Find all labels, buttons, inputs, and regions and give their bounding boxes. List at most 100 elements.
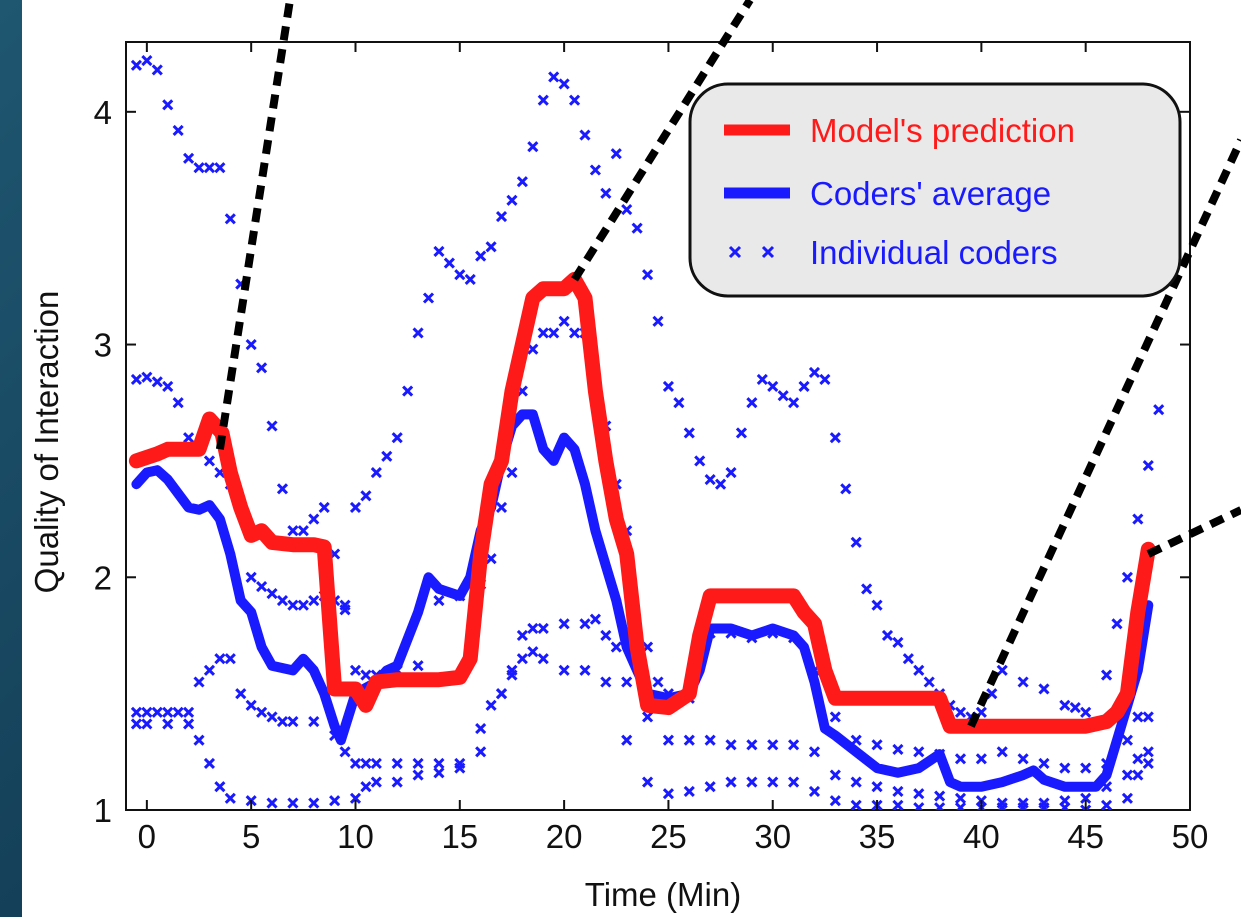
coder-marker <box>1132 753 1144 765</box>
coder-marker <box>829 711 841 723</box>
coder-marker <box>391 757 403 770</box>
coder-marker <box>558 618 570 630</box>
coder-marker <box>162 99 174 111</box>
coder-marker <box>433 594 445 607</box>
coder-marker <box>683 427 695 439</box>
coder-marker <box>913 802 925 810</box>
coder-marker <box>193 676 205 688</box>
coder-marker <box>642 269 654 281</box>
coder-marker <box>996 802 1008 810</box>
coder-marker <box>203 162 216 174</box>
coder-marker <box>725 776 737 788</box>
legend: Model's prediction Coders' average Indiv… <box>688 82 1182 298</box>
coder-marker <box>297 525 309 537</box>
coder-marker <box>954 706 967 718</box>
coder-marker <box>443 257 455 269</box>
coder-marker <box>892 743 904 756</box>
coder-marker <box>548 71 560 83</box>
coder-marker <box>495 501 508 514</box>
coder-marker <box>266 711 278 723</box>
legend-swatch-coders <box>728 245 775 259</box>
x-axis-title: Time (Min) <box>585 876 741 913</box>
x-tick-label: 40 <box>963 818 1000 855</box>
coder-marker <box>162 706 174 718</box>
coder-marker <box>370 757 382 770</box>
model-prediction-line <box>128 271 1156 734</box>
coder-marker <box>652 315 664 327</box>
coder-marker <box>276 483 289 495</box>
coder-marker <box>725 739 737 751</box>
coder-marker <box>537 94 549 106</box>
coder-marker <box>829 769 841 781</box>
coder-marker <box>516 653 528 665</box>
coder-marker <box>1059 802 1071 810</box>
coder-marker <box>130 718 142 730</box>
coder-marker <box>1059 699 1071 711</box>
coder-marker <box>746 776 758 788</box>
y-tick-label: 3 <box>94 327 112 364</box>
coder-marker <box>652 676 664 688</box>
coder-marker <box>537 327 549 339</box>
coder-marker <box>558 664 570 676</box>
coder-marker <box>475 722 487 735</box>
legend-box <box>688 82 1182 298</box>
coder-marker <box>516 176 528 188</box>
coder-marker <box>1069 702 1081 714</box>
coder-marker <box>600 676 612 688</box>
coder-marker <box>1059 762 1071 774</box>
coder-marker <box>370 466 382 479</box>
coder-marker <box>621 676 633 688</box>
coder-marker <box>349 664 362 676</box>
coder-marker <box>308 716 320 728</box>
coder-marker <box>412 660 424 672</box>
coder-marker <box>767 776 779 788</box>
coder-marker <box>391 432 403 444</box>
coder-marker <box>704 734 716 746</box>
coder-marker <box>287 599 299 611</box>
coder-marker <box>558 315 570 327</box>
coder-marker <box>433 757 445 770</box>
coder-marker <box>1080 706 1092 718</box>
coder-marker <box>537 622 549 635</box>
coder-marker <box>767 739 779 751</box>
coder-marker <box>631 222 643 234</box>
coder-marker <box>527 343 539 355</box>
coder-marker <box>1121 792 1133 804</box>
coder-marker <box>1038 683 1050 695</box>
coder-marker <box>735 427 748 439</box>
coder-marker <box>214 653 226 665</box>
coder-marker <box>130 373 142 386</box>
legend-label-average: Coders' average <box>810 175 1051 212</box>
coder-marker <box>214 781 226 793</box>
coder-marker <box>840 483 852 495</box>
coder-marker <box>308 513 320 525</box>
coder-marker <box>370 776 382 788</box>
coder-marker <box>527 141 539 153</box>
coder-marker <box>829 432 841 444</box>
coder-marker <box>548 327 560 339</box>
coder-marker <box>308 594 320 607</box>
coder-marker <box>349 757 362 770</box>
coder-marker <box>318 501 330 514</box>
coder-marker <box>808 746 821 758</box>
callout-line <box>571 0 754 282</box>
coder-marker <box>141 371 153 383</box>
coder-marker <box>475 746 487 758</box>
coder-marker <box>266 797 278 809</box>
coder-marker <box>266 588 278 600</box>
coder-marker <box>527 646 539 658</box>
coder-marker <box>1111 618 1123 630</box>
coder-marker <box>777 390 789 402</box>
coder-marker <box>892 785 904 797</box>
coder-marker <box>506 194 518 206</box>
coder-marker <box>1080 792 1092 804</box>
coder-marker <box>485 241 497 253</box>
coder-marker <box>589 164 601 176</box>
coder-marker <box>871 599 883 611</box>
callout-line <box>1146 506 1241 558</box>
coder-marker <box>715 478 727 490</box>
coder-marker <box>568 94 581 106</box>
callout-line <box>215 0 294 450</box>
coder-marker <box>506 669 518 681</box>
coder-marker <box>141 718 153 730</box>
